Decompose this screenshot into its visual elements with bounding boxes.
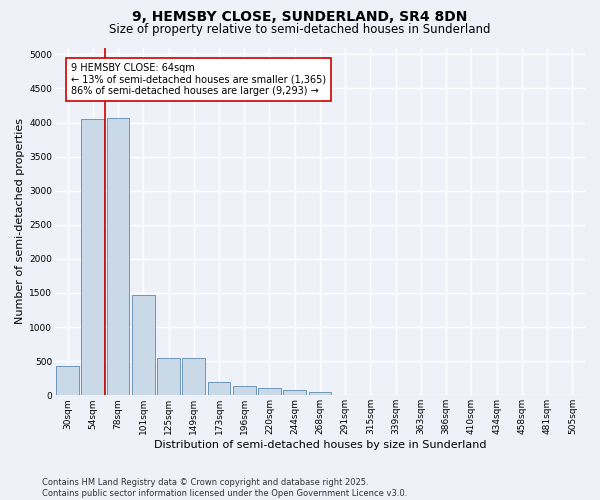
Y-axis label: Number of semi-detached properties: Number of semi-detached properties	[15, 118, 25, 324]
Text: Size of property relative to semi-detached houses in Sunderland: Size of property relative to semi-detach…	[109, 22, 491, 36]
X-axis label: Distribution of semi-detached houses by size in Sunderland: Distribution of semi-detached houses by …	[154, 440, 486, 450]
Bar	[182, 358, 205, 396]
Bar	[283, 390, 306, 396]
Text: 9 HEMSBY CLOSE: 64sqm
← 13% of semi-detached houses are smaller (1,365)
86% of s: 9 HEMSBY CLOSE: 64sqm ← 13% of semi-deta…	[71, 63, 326, 96]
Bar	[157, 358, 180, 396]
Bar	[132, 295, 155, 396]
Bar	[107, 118, 130, 396]
Text: 9, HEMSBY CLOSE, SUNDERLAND, SR4 8DN: 9, HEMSBY CLOSE, SUNDERLAND, SR4 8DN	[133, 10, 467, 24]
Bar	[334, 394, 356, 396]
Text: Contains HM Land Registry data © Crown copyright and database right 2025.
Contai: Contains HM Land Registry data © Crown c…	[42, 478, 407, 498]
Bar	[308, 392, 331, 396]
Bar	[56, 366, 79, 396]
Bar	[82, 119, 104, 396]
Bar	[208, 382, 230, 396]
Bar	[258, 388, 281, 396]
Bar	[233, 386, 256, 396]
